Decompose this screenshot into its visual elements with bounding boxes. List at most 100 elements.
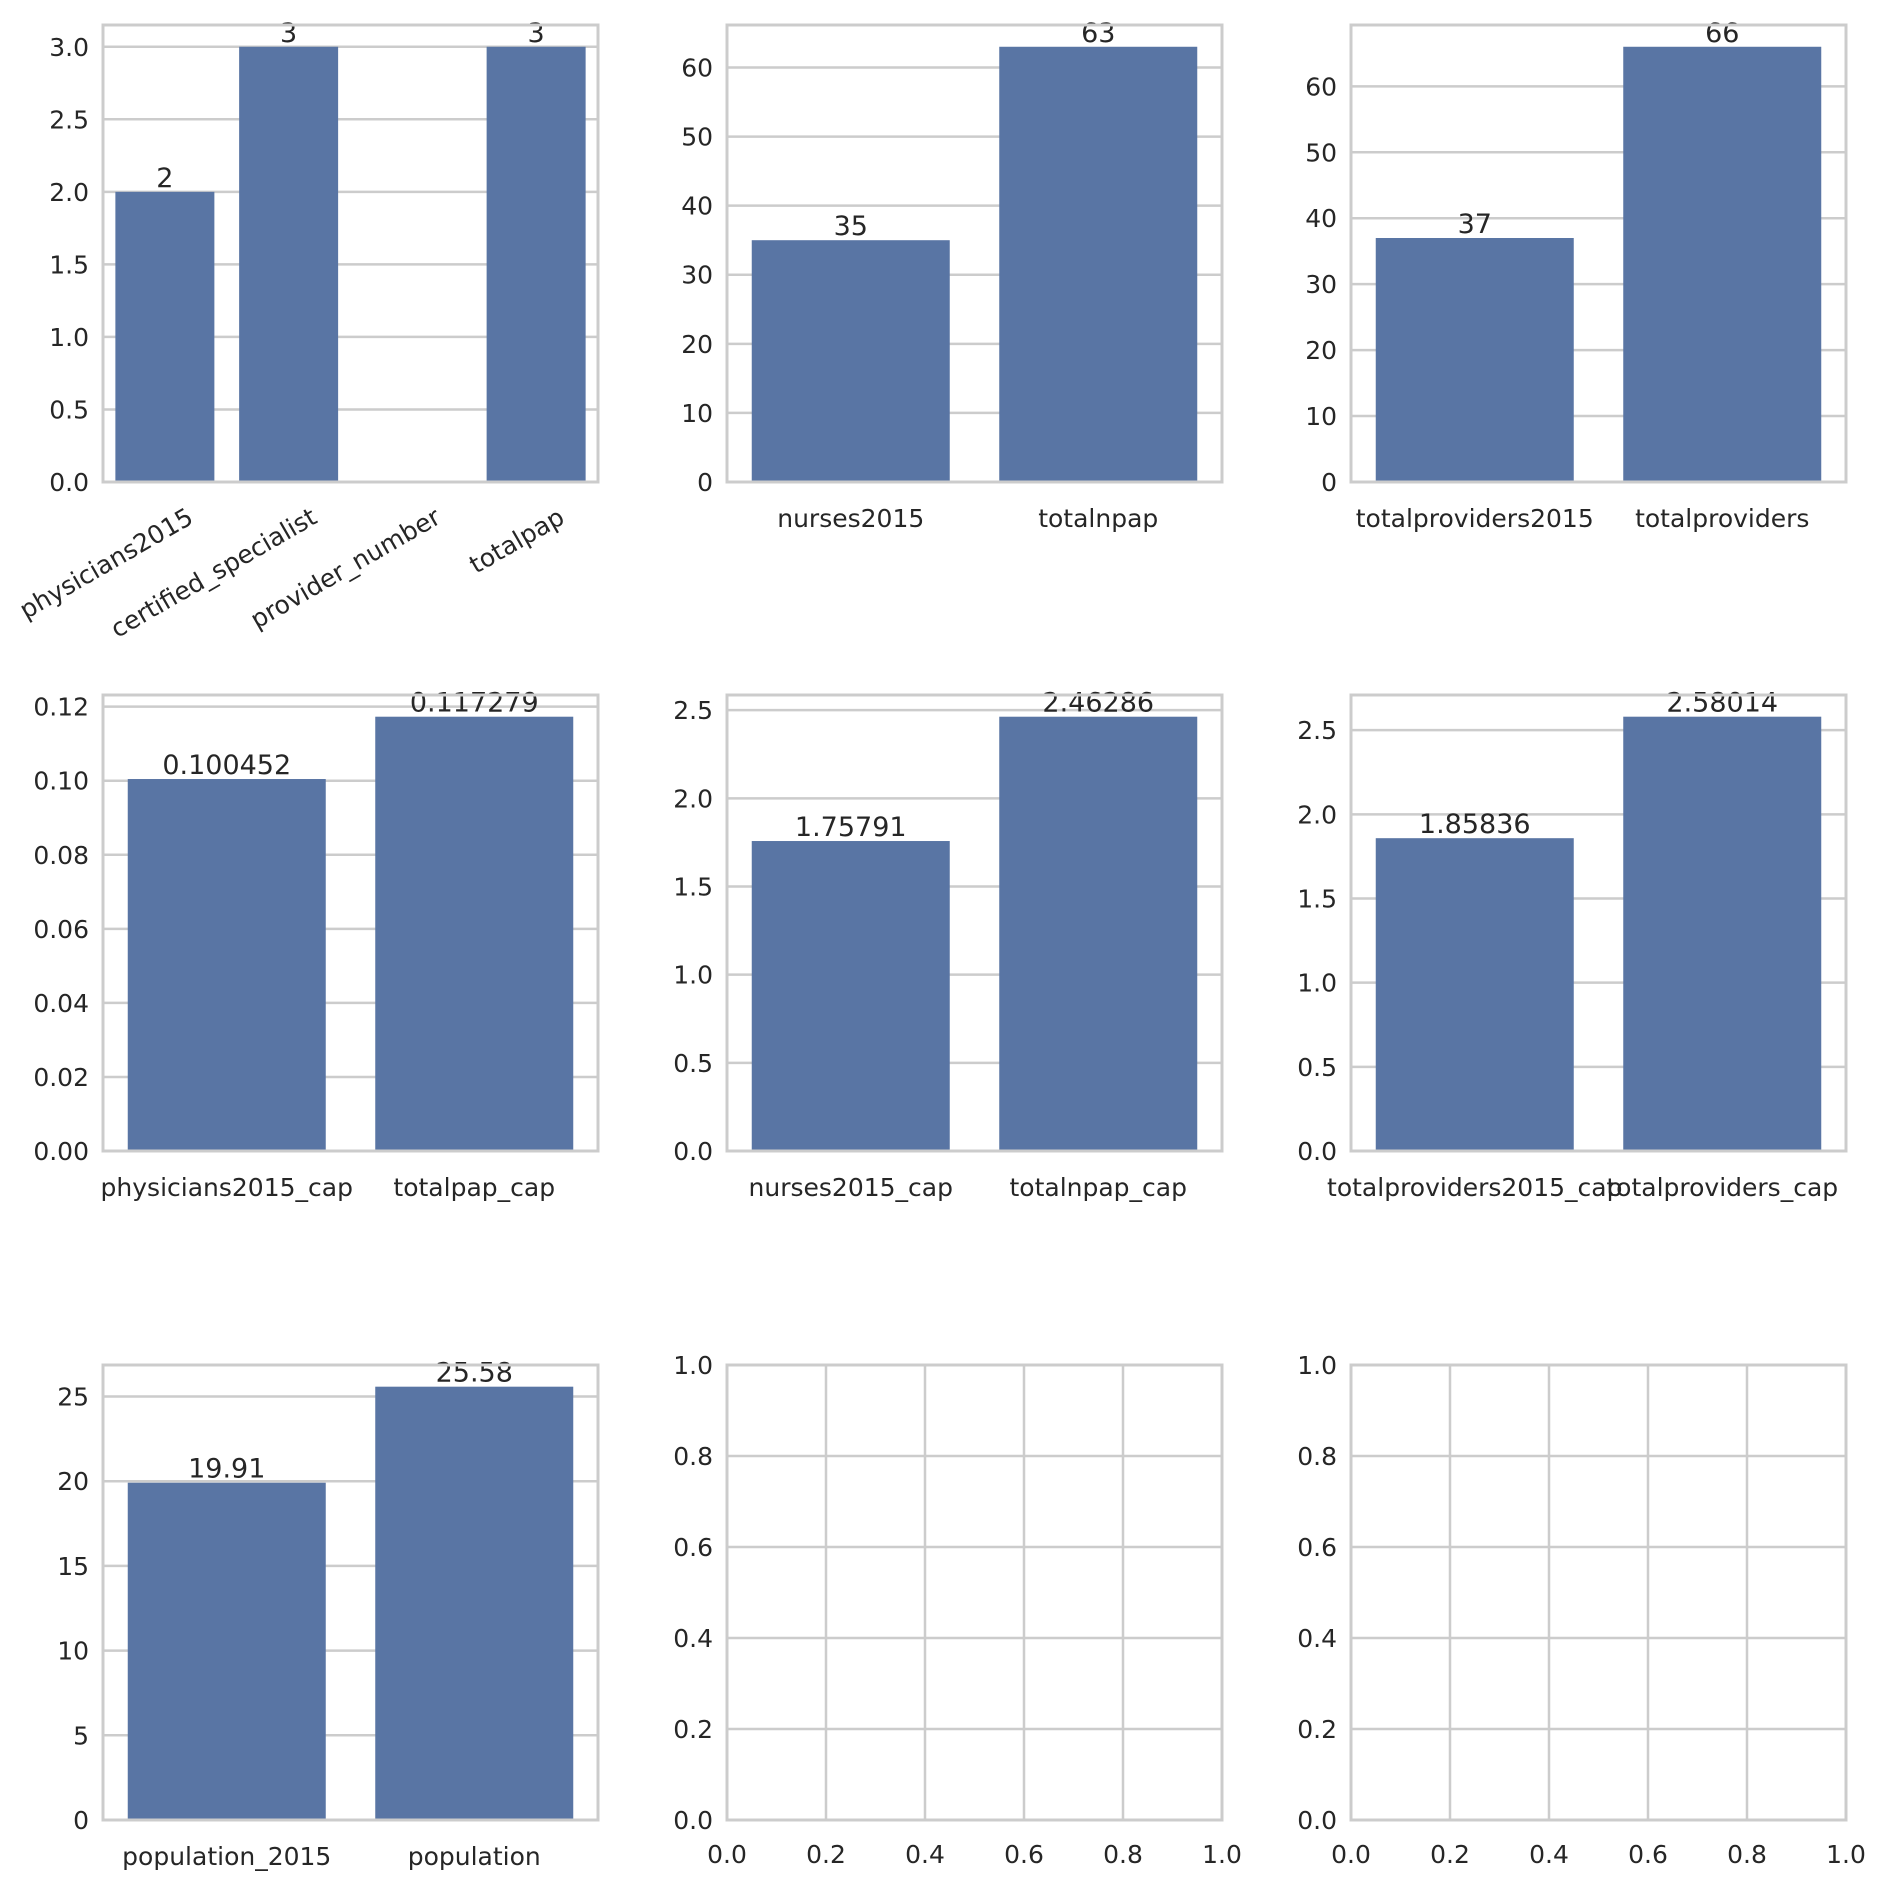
y-tick-label: 0.0	[49, 468, 89, 497]
bar-data-label: 3	[280, 18, 297, 49]
y-tick-label: 0.8	[1297, 1442, 1337, 1471]
y-tick-label: 50	[681, 123, 713, 152]
bar-data-label: 1.75791	[795, 812, 907, 843]
y-tick-label: 0.0	[1297, 1806, 1337, 1835]
y-tick-label: 0.5	[673, 1049, 713, 1078]
axes-frame	[725, 23, 1224, 484]
y-tick-label: 0.2	[1297, 1715, 1337, 1744]
bar	[1623, 46, 1822, 483]
y-tick-label: 10	[681, 399, 713, 428]
y-tick-label: 30	[1305, 270, 1337, 299]
x-tick-label: totalproviders2015_cap	[1327, 1173, 1622, 1202]
bar-data-label: 2.58014	[1666, 688, 1778, 719]
y-tick-label: 0.00	[33, 1137, 89, 1166]
bar	[1375, 238, 1574, 482]
bar-data-label: 66	[1705, 18, 1739, 49]
y-tick-label: 25	[57, 1383, 89, 1412]
y-tick-label: 1.5	[49, 250, 89, 279]
bar-data-label: 37	[1458, 209, 1492, 240]
bar	[375, 1386, 574, 1820]
y-tick-label: 2.0	[673, 784, 713, 813]
bar	[999, 716, 1198, 1151]
bar-data-label: 0.100452	[162, 750, 291, 781]
bar-data-label: 19.91	[188, 1454, 265, 1485]
bar-data-label: 25.58	[436, 1358, 513, 1389]
y-tick-label: 20	[681, 330, 713, 359]
y-tick-label: 0	[697, 468, 713, 497]
y-tick-label: 0.6	[673, 1533, 713, 1562]
y-tick-label: 1.0	[673, 961, 713, 990]
axes-frame	[1349, 23, 1848, 484]
y-tick-label: 1.5	[673, 872, 713, 901]
bar	[127, 779, 326, 1151]
y-tick-label: 2.5	[1297, 716, 1337, 745]
axes-frame	[725, 693, 1224, 1153]
chart-panel-3: 0 10 20 30 40 50 60 37 totalproviders2015 66 total…	[1305, 18, 1848, 533]
y-tick-label: 20	[1305, 336, 1337, 365]
y-tick-label: 0.12	[33, 693, 89, 722]
y-tick-label: 40	[681, 192, 713, 221]
y-tick-label: 1.0	[1297, 969, 1337, 998]
y-tick-label: 0.10	[33, 767, 89, 796]
y-tick-label: 0.2	[673, 1715, 713, 1744]
bar	[486, 46, 586, 483]
x-tick-label: 0.6	[1628, 1840, 1668, 1869]
bar-data-label: 2.46286	[1042, 688, 1154, 719]
bar	[1623, 716, 1822, 1151]
y-tick-label: 0.08	[33, 841, 89, 870]
bar	[1375, 838, 1574, 1151]
x-tick-label: certified_specialist	[106, 502, 322, 644]
axes-frame	[1349, 1363, 1848, 1822]
bar	[751, 841, 950, 1151]
y-tick-label: 2.5	[673, 696, 713, 725]
y-tick-label: 1.0	[673, 1351, 713, 1380]
y-tick-label: 1.0	[49, 323, 89, 352]
y-tick-label: 50	[1305, 138, 1337, 167]
bar-data-label: 3	[528, 18, 545, 49]
x-tick-label: 0.6	[1004, 1840, 1044, 1869]
x-tick-label: 1.0	[1826, 1840, 1866, 1869]
y-tick-label: 0.5	[1297, 1053, 1337, 1082]
y-tick-label: 0	[1321, 468, 1337, 497]
bar	[999, 46, 1198, 483]
y-tick-label: 0.04	[33, 989, 89, 1018]
axes-frame	[101, 693, 600, 1153]
x-tick-label: 1.0	[1202, 1840, 1242, 1869]
x-tick-label: totalproviders2015	[1356, 504, 1594, 533]
chart-panel-6: 0.0 0.5 1.0 1.5 2.0 2.5 1.85836 totalproviders2…	[1297, 688, 1848, 1202]
bar-data-label: 1.85836	[1419, 809, 1531, 840]
y-tick-label: 30	[681, 261, 713, 290]
x-tick-label: 0.4	[1529, 1840, 1569, 1869]
x-tick-label: totalpap	[464, 502, 569, 579]
x-tick-label: totalproviders	[1635, 504, 1809, 533]
axes-frame	[101, 1363, 600, 1822]
bar	[115, 191, 215, 483]
y-tick-label: 1.5	[1297, 885, 1337, 914]
x-tick-label: totalpap_cap	[393, 1173, 555, 1202]
y-tick-label: 0.6	[1297, 1533, 1337, 1562]
y-tick-label: 3.0	[49, 33, 89, 62]
y-tick-label: 1.0	[1297, 1351, 1337, 1380]
y-tick-label: 2.0	[1297, 800, 1337, 829]
x-tick-label: 0.0	[707, 1840, 747, 1869]
y-tick-label: 0.4	[673, 1624, 713, 1653]
axes-frame	[1349, 693, 1848, 1153]
y-tick-label: 0.02	[33, 1063, 89, 1092]
bar	[127, 1482, 326, 1820]
x-tick-label: totalnpap_cap	[1009, 1173, 1187, 1202]
chart-panel-4: 0.00 0.02 0.04 0.06 0.08 0.10 0.12 0.100452 phys…	[33, 688, 600, 1202]
bar-data-label: 2	[156, 163, 173, 194]
bar-data-label: 63	[1081, 18, 1115, 49]
y-tick-label: 20	[57, 1467, 89, 1496]
bar-data-label: 0.117279	[410, 688, 539, 719]
x-tick-label: 0.8	[1727, 1840, 1767, 1869]
y-tick-label: 0.06	[33, 915, 89, 944]
x-tick-label: 0.2	[1430, 1840, 1470, 1869]
x-tick-label: totalproviders_cap	[1606, 1173, 1838, 1202]
chart-panel-8: 0.0 0.2 0.4 0.6 0.8 1.0 0.0 0.2 0.4 0.6 0.8 1.0	[673, 1351, 1242, 1869]
x-tick-label: 0.8	[1103, 1840, 1143, 1869]
y-tick-label: 10	[57, 1637, 89, 1666]
y-tick-label: 0.5	[49, 395, 89, 424]
bar	[375, 716, 574, 1151]
